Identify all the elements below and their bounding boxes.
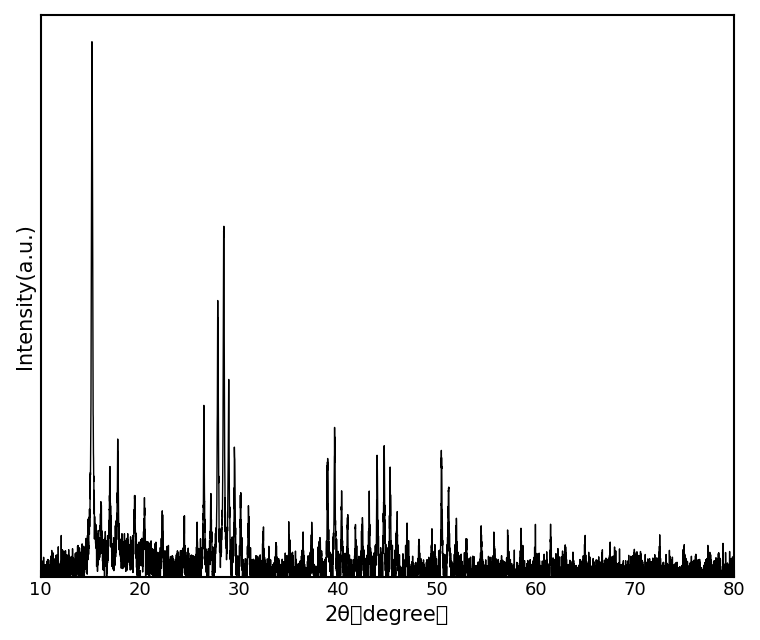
Y-axis label: Intensity(a.u.): Intensity(a.u.)	[15, 223, 35, 369]
X-axis label: 2θ（degree）: 2θ（degree）	[325, 605, 449, 625]
